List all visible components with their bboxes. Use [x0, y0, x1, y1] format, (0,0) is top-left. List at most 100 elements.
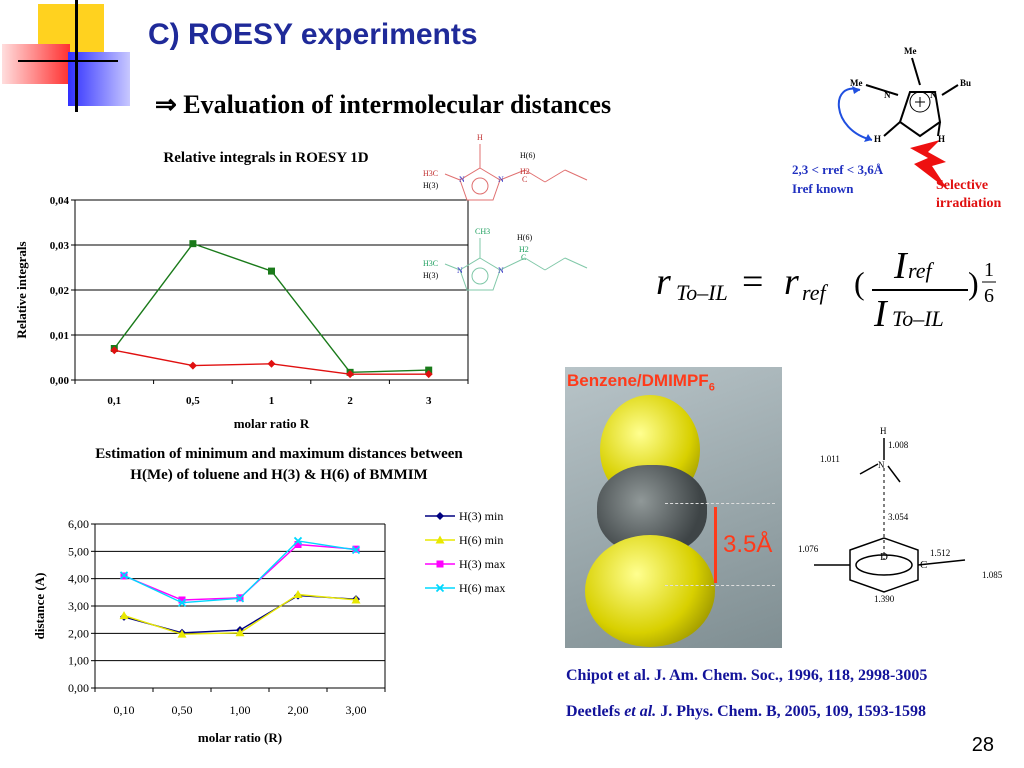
bond-a4: [544, 169, 566, 183]
label-h2-a: H2: [520, 167, 530, 176]
selective-label: Selective: [936, 178, 989, 193]
label-n-b1: N: [457, 266, 463, 275]
distance-formula: r To–IL = r ref ( I ref I To–IL ) 1 6: [656, 245, 996, 335]
legend-marker: [435, 535, 445, 544]
data-point: [188, 361, 197, 370]
x-axis-title: molar ratio (R): [198, 730, 282, 745]
bond-me-left: [865, 84, 899, 96]
data-point: [177, 598, 187, 607]
benzene-label-sub: 6: [708, 381, 715, 394]
legend-item: H(3) min: [425, 504, 505, 528]
label-n2: N: [930, 90, 937, 100]
bond-a3: [524, 169, 546, 183]
x-tick-label: 0,5: [186, 395, 200, 407]
bond-b3: [524, 257, 546, 271]
bond-h-left: [883, 121, 901, 137]
label-n-a2: N: [498, 175, 504, 184]
series-1: [119, 590, 361, 638]
series-3: [119, 536, 361, 607]
series-1: [110, 346, 433, 379]
x-tick-label: 0,50: [172, 703, 193, 717]
t-c: C: [920, 559, 927, 571]
data-point: [267, 359, 276, 368]
t-d4: 1.076: [798, 544, 819, 554]
label-h6-a: H(6): [520, 151, 535, 160]
data-point: [425, 366, 433, 374]
legend-item: H(3) max: [425, 552, 505, 576]
small-molecules: H H(6) H2 C H3C N N H(3) CH3 H(6) H2 C H…: [423, 133, 588, 291]
benzene-ring: [849, 537, 919, 593]
bond-me-top: [911, 57, 921, 86]
label-h3-a: H(3): [423, 181, 438, 190]
data-point: [177, 629, 187, 638]
t-d3: 3.054: [888, 512, 909, 522]
bond-methyl: [917, 559, 966, 566]
legend-item: H(6) max: [425, 576, 505, 600]
formula-i-den: I: [873, 293, 889, 335]
label-n-a1: N: [459, 175, 465, 184]
bond-b4: [544, 257, 566, 271]
legend-label: H(6) min: [459, 532, 504, 547]
legend-label: H(3) min: [459, 508, 504, 523]
legend-label: H(3) max: [459, 556, 506, 571]
bond-a2: [499, 169, 526, 181]
label-h2-b: H2: [519, 245, 529, 254]
data-point: [294, 541, 302, 548]
toluene-diagram: H N 1.008 1.011 3.054 1.076 1.390 1.512 …: [798, 426, 1003, 604]
t-h-top: H: [880, 426, 887, 436]
y-tick-label: 3,00: [68, 599, 89, 613]
data-point: [351, 545, 361, 555]
label-h-left: H: [874, 134, 881, 144]
chart1-title: Relative integrals in ROESY 1D: [163, 150, 369, 166]
series-line: [123, 540, 357, 604]
data-point: [189, 240, 197, 248]
ion-bottom-sphere: [585, 535, 715, 647]
x-tick-label: 1: [269, 395, 275, 407]
data-point: [293, 590, 303, 599]
bond-b6: [444, 263, 461, 271]
data-point: [424, 370, 433, 379]
label-n-b2: N: [498, 266, 504, 275]
x-tick-label: 3,00: [346, 703, 367, 717]
label-h6-b: H(6): [517, 233, 532, 242]
formula-i-num-sub: ref: [908, 258, 935, 283]
y-tick-label: 0,04: [50, 195, 70, 207]
formula-close-paren: ): [968, 265, 979, 301]
data-point: [268, 267, 275, 275]
legend-label: H(6) max: [459, 580, 506, 595]
bond-h-right: [937, 121, 941, 137]
y-tick-label: 0,03: [50, 240, 70, 252]
y-tick-label: 1,00: [68, 654, 89, 668]
legend-item: H(6) min: [425, 528, 505, 552]
decor-vertical-line: [75, 0, 78, 112]
t-d2: 1.011: [820, 454, 840, 464]
formula-open-paren: (: [854, 265, 865, 301]
formula-rref: r: [784, 261, 799, 303]
label-h3-b: H(3): [423, 271, 438, 280]
bond-b5: [564, 257, 588, 269]
label-c-b: C: [521, 253, 526, 262]
distance-line-bottom: [665, 585, 775, 586]
data-point: [235, 594, 245, 603]
chart2-title: Estimation of minimum and maximum distan…: [95, 446, 463, 483]
y-tick-label: 0,00: [50, 375, 70, 387]
data-point: [119, 611, 129, 620]
iref-known: Iref known: [792, 181, 854, 196]
y-tick-label: 5,00: [68, 544, 89, 558]
chart2-legend: H(3) min H(6) min H(3) max H(6) max: [425, 504, 505, 600]
page-number: 28: [971, 734, 994, 756]
series-0: [110, 240, 433, 376]
series-line: [113, 242, 429, 374]
formula-ref-sub: ref: [802, 280, 829, 305]
data-point: [351, 595, 361, 604]
legend-swatch: [425, 535, 455, 544]
data-point: [235, 628, 245, 637]
y-tick-label: 0,00: [68, 681, 89, 695]
irradiation-label: irradiation: [936, 196, 1002, 211]
ring-b: [459, 257, 501, 291]
benzene-image: Benzene/DMIMPF6 3.5Å: [565, 367, 782, 648]
decor-red-square: [2, 44, 70, 84]
series-2: [120, 541, 360, 604]
lightning-icon: [910, 140, 948, 190]
y-tick-label: 2,00: [68, 626, 89, 640]
